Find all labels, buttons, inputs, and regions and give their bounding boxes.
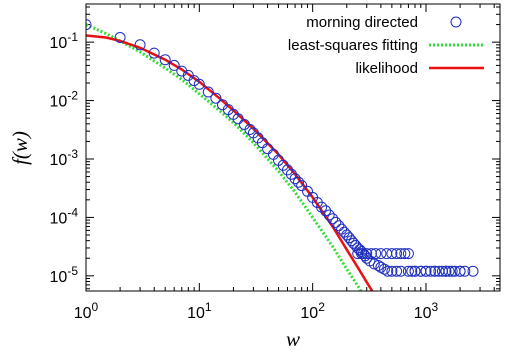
data-point — [395, 248, 407, 260]
data-point — [420, 265, 432, 277]
y-tick-label: 10-3 — [50, 147, 79, 169]
least-squares-fit-line — [86, 23, 363, 291]
legend-label: morning directed — [306, 14, 418, 31]
plot-frame — [85, 3, 501, 292]
data-point — [446, 265, 458, 277]
y-axis-label: f(w) — [8, 131, 32, 165]
data-point — [399, 248, 411, 260]
data-point — [402, 265, 414, 277]
y-tick-label: 10-1 — [50, 30, 79, 52]
data-point — [210, 92, 222, 104]
data-point — [386, 265, 398, 277]
data-point — [459, 265, 471, 277]
data-point — [370, 248, 382, 260]
data-point — [429, 265, 441, 277]
x-tick-label: 102 — [300, 300, 325, 322]
x-tick-label: 100 — [74, 300, 99, 322]
data-point — [330, 216, 342, 228]
data-point — [375, 248, 387, 260]
data-point — [382, 265, 394, 277]
y-tick-label: 10-2 — [50, 89, 79, 111]
data-point — [440, 265, 452, 277]
data-point — [467, 265, 479, 277]
plot-area — [86, 19, 479, 291]
x-tick-label: 103 — [414, 300, 439, 322]
data-point — [395, 265, 407, 277]
data-point — [391, 248, 403, 260]
data-point — [316, 201, 328, 213]
data-point — [386, 248, 398, 260]
likelihood-fit-line — [86, 34, 374, 291]
data-point — [378, 263, 390, 275]
data-point — [262, 143, 274, 155]
data-point — [406, 265, 418, 277]
data-point — [202, 86, 214, 98]
data-point — [352, 242, 364, 254]
data-point — [282, 164, 293, 176]
data-point — [425, 265, 437, 277]
data-point — [336, 223, 348, 235]
data-point — [350, 240, 362, 251]
y-tick-label: 10-5 — [50, 264, 79, 286]
data-point — [409, 265, 421, 277]
data-point — [372, 260, 384, 271]
legend-label: least-squares fitting — [288, 37, 418, 54]
data-point — [352, 248, 364, 260]
data-point — [134, 39, 146, 51]
data-point — [193, 78, 205, 90]
axis-tick-labels: 100 101 102 103 10-5 10-4 10-3 10-2 10-1 — [50, 30, 439, 322]
data-point — [244, 124, 256, 135]
data-point — [114, 32, 126, 43]
data-point — [232, 113, 244, 125]
legend: morning directed least-squares fitting lik… — [288, 14, 484, 77]
data-point — [402, 248, 414, 260]
data-point — [289, 173, 301, 185]
data-point — [148, 47, 160, 59]
data-point — [454, 265, 466, 277]
data-point — [443, 265, 455, 277]
y-tick-label: 10-4 — [50, 205, 79, 227]
data-point — [86, 19, 92, 31]
x-tick-label: 101 — [187, 300, 212, 322]
data-point — [168, 59, 180, 71]
data-point — [333, 220, 345, 232]
data-point — [327, 213, 339, 225]
legend-label: likelihood — [355, 60, 418, 77]
data-point — [323, 209, 335, 221]
data-point — [320, 205, 332, 217]
data-point — [296, 180, 308, 192]
data-point — [361, 248, 373, 260]
data-point — [343, 232, 355, 244]
data-point — [159, 54, 171, 66]
legend-marker — [450, 16, 462, 28]
x-axis-label: w — [286, 327, 300, 351]
data-point — [391, 265, 403, 277]
data-point — [293, 176, 304, 188]
axis-ticks — [85, 4, 500, 291]
